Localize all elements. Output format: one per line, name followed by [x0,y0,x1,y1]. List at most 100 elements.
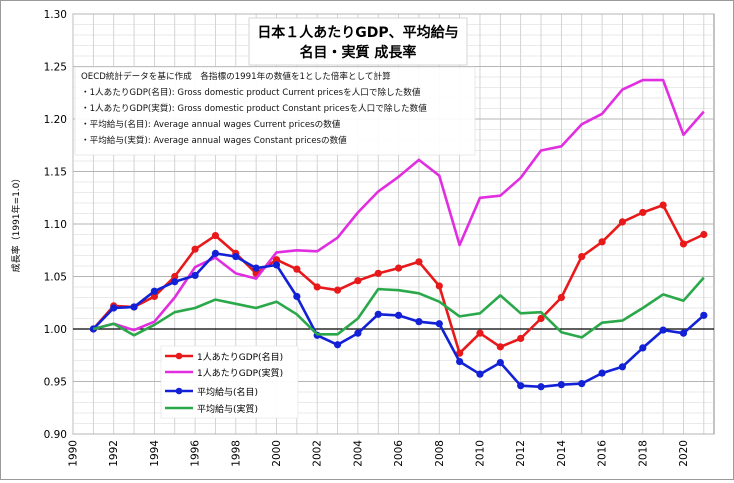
data-point [171,278,179,286]
data-point [456,349,464,357]
x-tick-label: 1992 [108,440,120,467]
data-point [354,277,362,285]
x-tick-label: 1996 [190,440,202,467]
data-point [456,357,464,366]
data-point [415,258,423,266]
data-point [272,256,281,264]
data-point [333,286,342,294]
data-point [679,240,688,248]
data-point [110,304,118,312]
x-tick-label: 2000 [271,440,283,467]
data-point [476,370,484,378]
data-point [659,326,667,334]
data-point [598,369,606,377]
data-point [537,314,545,323]
data-point [293,292,301,301]
data-point [700,311,708,319]
note-line-1: ・1人あたりGDP(名目): Gross domestic product Cu… [81,86,421,98]
y-tick-label: 0.90 [44,429,67,441]
x-tick-label: 1998 [230,440,242,467]
legend-item-1: 1人あたりGDP(実質) [165,367,283,379]
data-point [578,380,586,388]
data-point [496,343,504,351]
data-point [639,208,647,217]
data-point [517,382,525,390]
data-point [211,231,220,240]
note-line-2: ・1人あたりGDP(実質): Gross domestic product Co… [81,102,427,114]
data-point [272,261,281,269]
x-tick-label: 2018 [637,440,649,467]
data-point [700,230,708,239]
y-tick-label: 1.00 [44,324,67,336]
x-tick-label: 1994 [149,440,161,467]
data-point [150,292,158,301]
legend-item-2: 平均給与(名目) [165,386,258,398]
data-point [578,252,586,261]
notes-box: OECD統計データを基に作成 各指標の1991年の数値を1とした倍率として計算 … [74,66,476,156]
series-layer [89,78,708,391]
legend-label-2: 平均給与(名目) [197,386,258,398]
legend-item-0: 1人あたりGDP(名目) [165,351,283,363]
data-point [679,329,688,337]
data-point [476,329,484,337]
axis-layer: 0.90 0.95 1.00 1.05 1.10 1.15 1.20 1.25 1.30 1990… [44,9,690,467]
data-point [557,381,565,389]
chart-title-line2: 名目・実質 成長率 [300,44,417,61]
data-point [394,264,403,272]
y-tick-label: 1.30 [44,9,67,21]
data-point [598,238,606,246]
data-point [211,249,220,257]
x-tick-label: 2004 [352,440,364,467]
note-line-0: OECD統計データを基に作成 各指標の1991年の数値を1とした倍率として計算 [81,70,391,82]
data-point [130,303,138,311]
note-line-4: ・平均給与(実質): Average annual wages Constant… [81,134,347,146]
x-tick-label: 2008 [434,440,446,467]
data-point [191,245,199,253]
y-tick-label: 1.25 [44,62,67,74]
data-point [618,218,627,226]
data-point [252,264,260,272]
legend: 1人あたりGDP(名目) 1人あたりGDP(実質) 平均給与(名目) 平均給与(… [160,345,299,419]
data-point [150,287,158,295]
legend-item-3: 平均給与(実質) [165,403,258,415]
data-point [293,265,301,273]
data-point [557,293,565,302]
series-2 [89,249,708,391]
data-point [232,252,240,261]
series-line [92,276,705,339]
legend-label-1: 1人あたりGDP(実質) [197,367,283,379]
data-point [435,320,443,328]
data-point [374,269,382,277]
data-point [313,283,321,291]
title-box: 日本１人あたりGDP、平均給与 名目・実質 成長率 [248,17,468,66]
x-tick-label: 2016 [597,440,609,467]
data-point [537,383,545,391]
x-tick-label: 2006 [393,440,405,467]
x-tick-label: 2010 [474,440,486,467]
data-point [435,282,443,290]
y-tick-label: 1.05 [44,272,67,284]
data-point [374,310,382,318]
data-point [415,318,423,326]
y-tick-label: 1.15 [44,167,67,179]
series-line [92,78,705,332]
data-point [618,363,627,371]
data-point [517,334,525,343]
data-point [354,329,362,337]
series-0 [89,201,708,357]
y-tick-label: 0.95 [44,377,67,389]
legend-label-3: 平均給与(実質) [197,403,258,415]
x-tick-label: 2012 [515,440,527,467]
x-tick-label: 2020 [678,440,690,467]
x-tick-label: 2014 [556,440,568,467]
chart-title-line1: 日本１人あたりGDP、平均給与 [257,24,458,41]
x-tick-label: 1990 [68,440,80,467]
note-line-3: ・平均給与(名目): Average annual wages Current … [81,118,341,130]
y-tick-label: 1.10 [44,219,67,231]
data-point [171,272,179,281]
data-point [639,344,647,352]
data-point [191,271,199,280]
y-tick-label: 1.20 [44,114,67,126]
legend-label-0: 1人あたりGDP(名目) [197,351,283,363]
